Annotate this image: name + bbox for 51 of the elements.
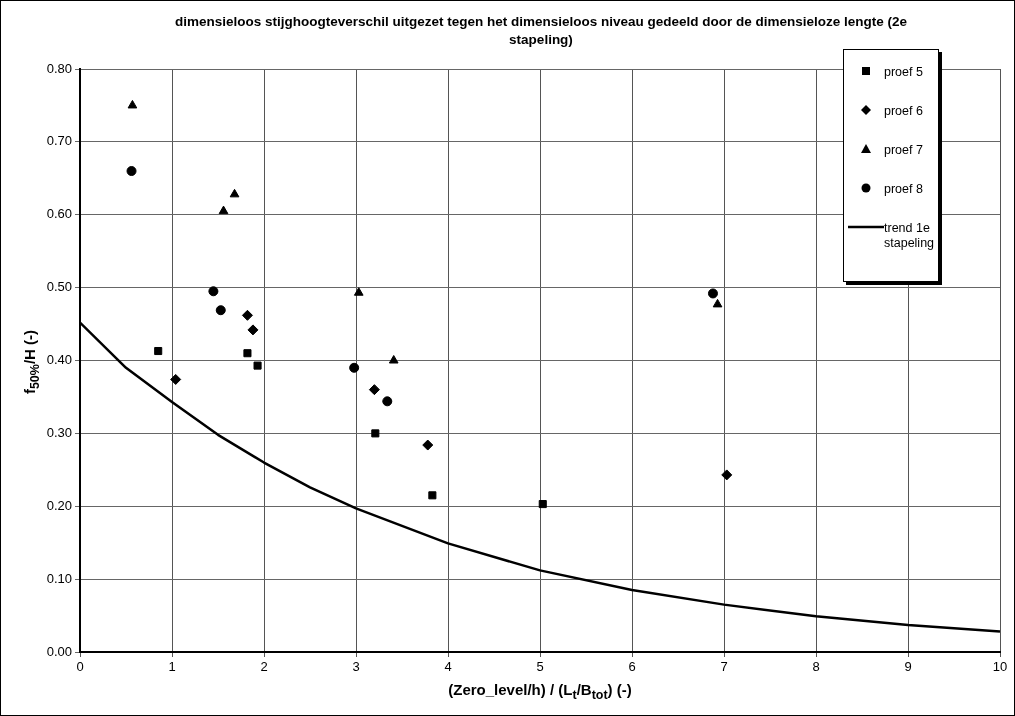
legend-label: proef 8 xyxy=(884,182,923,197)
x-tick-label: 0 xyxy=(76,659,84,675)
x-tick-label: 8 xyxy=(812,659,820,675)
point xyxy=(368,384,380,396)
y-tick-label: 0.20 xyxy=(46,497,72,513)
point xyxy=(371,429,380,438)
y-tick-label: 0.70 xyxy=(46,133,72,149)
y-tick-label: 0.00 xyxy=(46,643,72,659)
point xyxy=(422,439,434,451)
point xyxy=(127,99,138,109)
x-tick-label: 4 xyxy=(444,659,452,675)
point xyxy=(218,205,229,215)
y-tick-label: 0.40 xyxy=(46,352,72,368)
y-tick-label: 0.10 xyxy=(46,570,72,586)
point xyxy=(428,491,437,500)
x-axis-title: (Zero_level/h) / (L$_{t}$/B$_{tot}$) (-) xyxy=(447,681,633,702)
point xyxy=(170,373,182,385)
point xyxy=(247,324,259,336)
point xyxy=(721,469,733,481)
point xyxy=(538,500,547,509)
point xyxy=(154,346,163,356)
legend-label: proef 7 xyxy=(884,143,923,158)
x-tick-label: 3 xyxy=(352,659,360,675)
point xyxy=(215,305,226,316)
y-tick-label: 0.60 xyxy=(46,206,72,222)
x-tick-label: 9 xyxy=(904,659,912,675)
legend-label: proef 6 xyxy=(884,104,923,119)
point xyxy=(353,287,364,296)
y-tick-label: 0.50 xyxy=(46,279,72,295)
point xyxy=(243,349,252,358)
point xyxy=(382,396,393,407)
x-tick-label: 1 xyxy=(168,659,176,675)
x-tick-label: 2 xyxy=(260,659,268,675)
legend-label: trend 1e stapeling xyxy=(884,221,936,251)
x-tick-label: 5 xyxy=(536,659,544,675)
x-tick-label: 6 xyxy=(628,659,636,675)
x-tick-label: 10 xyxy=(992,659,1008,675)
point xyxy=(349,362,360,373)
x-tick-label: 7 xyxy=(720,659,728,675)
point xyxy=(208,286,219,297)
point xyxy=(712,298,723,308)
point xyxy=(388,355,399,364)
point xyxy=(241,309,253,321)
chart-title: dimensieloos stijghoogteverschil uitgezet tegen het dimensieloos niveau gedeeld door de dimensieloze lengte (2e stapeling) xyxy=(173,13,909,49)
y-tick-label: 0.30 xyxy=(46,424,72,440)
point xyxy=(707,288,718,299)
point xyxy=(253,361,262,370)
point xyxy=(229,188,240,198)
y-tick-label: 0.80 xyxy=(46,60,72,76)
legend-label: proef 5 xyxy=(884,65,923,80)
point xyxy=(126,166,137,177)
